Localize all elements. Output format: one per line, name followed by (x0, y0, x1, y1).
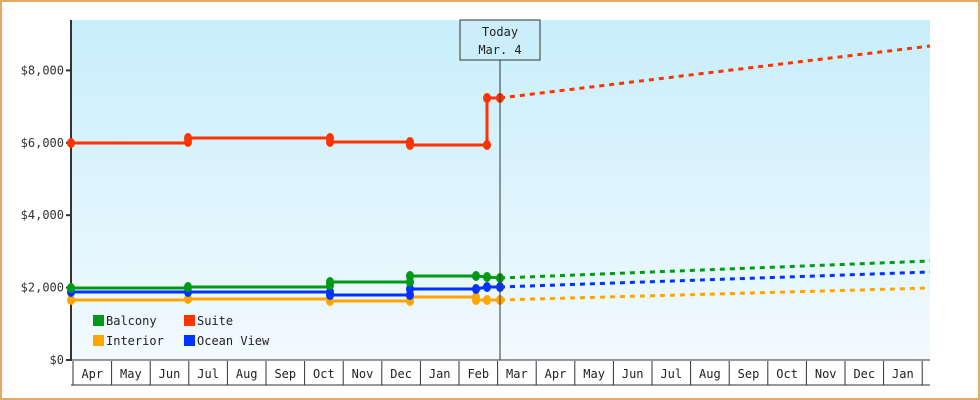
x-tick-label: Jul (197, 367, 219, 381)
data-point[interactable] (406, 284, 414, 294)
data-point[interactable] (326, 137, 334, 147)
today-label: Today (482, 25, 518, 39)
x-tick-label: Sep (274, 367, 296, 381)
legend-swatch (93, 335, 104, 346)
x-tick-label: Aug (699, 367, 721, 381)
data-point[interactable] (472, 295, 480, 305)
x-tick-label: Sep (738, 367, 760, 381)
data-point[interactable] (483, 93, 491, 103)
y-tick-label: $6,000 (21, 136, 64, 150)
data-point[interactable] (483, 272, 491, 282)
data-point[interactable] (67, 295, 75, 305)
legend-label: Interior (106, 334, 164, 348)
x-tick-label: Jun (159, 367, 181, 381)
legend-swatch (184, 315, 195, 326)
legend: Balcony Suite Interior Ocean View (93, 314, 270, 348)
data-point[interactable] (483, 140, 491, 150)
x-tick-label: Oct (313, 367, 335, 381)
x-tick-label: Jan (429, 367, 451, 381)
x-tick-label: Nov (815, 367, 837, 381)
data-point[interactable] (483, 282, 491, 292)
x-tick-label: Dec (390, 367, 412, 381)
data-point[interactable] (406, 140, 414, 150)
data-point[interactable] (326, 290, 334, 300)
y-tick-label: $4,000 (21, 208, 64, 222)
x-axis: Apr May Jun Jul Aug Sep Oct Nov Dec Jan Feb Mar Apr M… (71, 359, 930, 386)
legend-item-ocean-view[interactable]: Ocean View (184, 334, 270, 348)
y-tick-label: $2,000 (21, 281, 64, 295)
today-date: Mar. 4 (478, 43, 521, 57)
x-tick-label: May (583, 367, 605, 381)
data-point[interactable] (472, 284, 480, 294)
y-axis: $0 $2,000 $4,000 $6,000 $8,000 (21, 20, 72, 367)
x-tick-label: Nov (352, 367, 374, 381)
series-layer (67, 44, 931, 306)
legend-item-interior[interactable]: Interior (93, 334, 164, 348)
data-point[interactable] (483, 295, 491, 305)
x-tick-label: Oct (776, 367, 798, 381)
x-tick-label: Feb (467, 367, 489, 381)
data-point[interactable] (67, 138, 75, 148)
data-point[interactable] (406, 271, 414, 281)
x-tick-label: Jun (622, 367, 644, 381)
legend-label: Balcony (106, 314, 157, 328)
x-tick-label: Jul (660, 367, 682, 381)
data-point[interactable] (472, 271, 480, 281)
today-label-box (459, 19, 541, 61)
x-tick-label: Jan (892, 367, 914, 381)
data-point[interactable] (184, 133, 192, 143)
x-tick-label: Dec (853, 367, 875, 381)
legend-swatch (184, 335, 195, 346)
legend-label: Ocean View (197, 334, 270, 348)
data-point[interactable] (67, 283, 75, 293)
x-tick-label: Aug (236, 367, 258, 381)
legend-item-suite[interactable]: Suite (184, 314, 233, 328)
x-tick-label: May (120, 367, 142, 381)
legend-swatch (93, 315, 104, 326)
x-tick-label: Apr (81, 367, 103, 381)
x-tick-label: Mar (506, 367, 528, 381)
legend-item-balcony[interactable]: Balcony (93, 314, 157, 328)
series-balcony (67, 259, 931, 293)
data-point[interactable] (326, 277, 334, 287)
data-point[interactable] (184, 282, 192, 292)
legend-label: Suite (197, 314, 233, 328)
data-point[interactable] (184, 294, 192, 304)
y-tick-label: $8,000 (21, 63, 64, 77)
x-tick-label: Apr (545, 367, 567, 381)
today-marker: Today Mar. 4 (459, 19, 541, 360)
y-tick-label: $0 (50, 353, 64, 367)
series-suite (67, 44, 931, 150)
